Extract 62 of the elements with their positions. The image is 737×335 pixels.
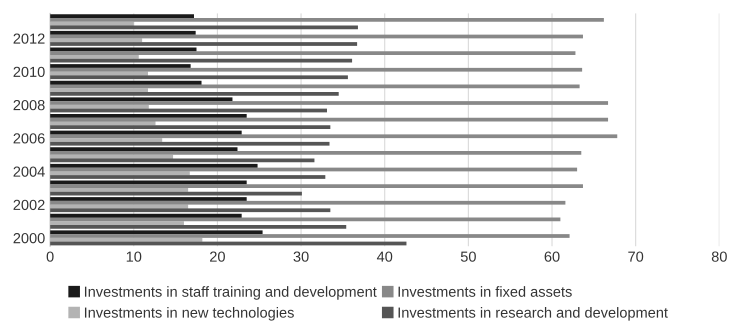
bar [50,34,583,38]
bar [50,151,582,155]
bar [50,42,358,46]
bar [50,14,194,18]
bar [50,197,247,201]
bar [50,92,339,96]
y-tick-label: 2002 [14,200,45,210]
bar [50,25,358,30]
bar [50,130,242,134]
legend-label: Investments in fixed assets [398,286,572,297]
bar [50,75,348,80]
x-tick-label: 40 [376,251,392,262]
bar [50,175,326,179]
bar [50,101,608,105]
bar [50,18,604,22]
bar [50,114,247,118]
bar [50,208,330,212]
bar [50,80,202,84]
legend-label: Investments in staff training and development [84,286,377,300]
bar [50,234,570,238]
y-tick-label: 2004 [14,166,45,177]
bar [50,58,352,62]
bar [50,180,247,184]
x-tick-label: 30 [294,251,309,262]
bar [50,158,314,162]
x-tick-label: 20 [210,251,225,262]
x-tick-label: 0 [46,251,54,262]
bar [50,184,583,188]
bar [50,30,196,35]
bar [50,68,582,72]
bar [50,192,302,196]
y-tick-label: 2010 [14,66,45,78]
bar [50,134,618,138]
bar [50,118,608,122]
legend-label: Investments in research and development [398,307,668,321]
bar [50,200,566,205]
y-tick-label: 2006 [14,133,45,144]
bar [50,47,197,52]
x-tick-label: 70 [628,251,644,262]
x-tick-label: 60 [544,251,560,262]
bar [50,147,238,152]
bar [50,51,576,55]
x-tick-label: 50 [460,251,476,262]
bar [50,84,580,88]
bar [50,142,330,146]
x-tick-label: 80 [712,251,727,262]
bar [50,230,263,234]
bar [50,64,191,68]
bar [50,108,327,112]
bar [50,214,242,218]
bar [50,225,346,229]
x-tick-label: 10 [126,251,142,262]
y-tick-label: 2000 [14,233,45,244]
bar [50,168,578,172]
bar [50,97,232,102]
bar [50,242,406,246]
bar [50,218,560,222]
legend-label: Investments in new technologies [84,307,294,321]
bar [50,164,258,168]
bar [50,125,330,129]
y-tick-label: 2008 [14,100,45,110]
y-tick-label: 2012 [14,33,45,44]
